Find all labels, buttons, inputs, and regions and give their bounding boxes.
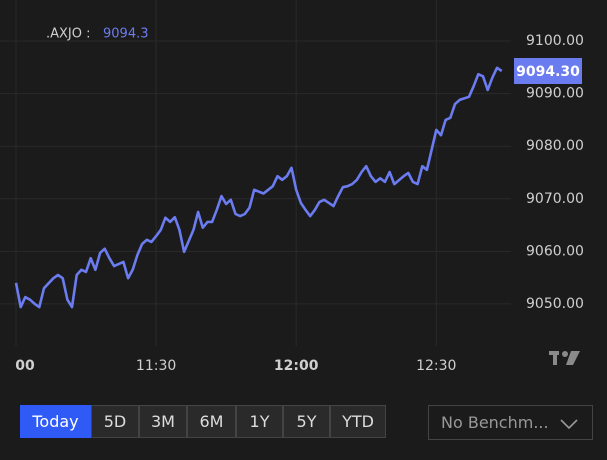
x-tick-label: 00 [15, 358, 35, 374]
chevron [560, 419, 578, 430]
chart: .AXJO : 9094.3 9050.00 9060.00 9070.00 9080… [0, 0, 584, 374]
y-tick-label: 9050.00 [526, 296, 584, 312]
x-tick-label: 12:30 [416, 358, 456, 374]
last-price-box [514, 58, 582, 85]
tv-logo [549, 351, 580, 365]
y-tick-label: 9080.00 [526, 138, 584, 154]
symbol: .AXJO : [46, 27, 91, 42]
y-tick-label: 9090.00 [526, 86, 584, 102]
y-tick-label: 9100.00 [526, 33, 584, 49]
range-button[interactable]: YTD [330, 405, 386, 438]
range-button[interactable]: 6M [187, 405, 236, 438]
y-tick-label: 9070.00 [526, 191, 584, 207]
range-button[interactable]: 5D [91, 405, 139, 438]
range-button[interactable]: Today [20, 405, 91, 438]
price-line [14, 66, 503, 309]
benchmark-select[interactable]: No Benchm... [428, 405, 593, 440]
header-price: 9094.3 [103, 27, 149, 42]
x-tick-label: 12:00 [274, 358, 319, 374]
x-tick-label: 11:30 [136, 358, 176, 374]
range-button[interactable]: 5Y [283, 405, 330, 438]
y-tick-label: 9060.00 [526, 243, 584, 259]
range-button[interactable]: 3M [139, 405, 187, 438]
last-price-label: 9094.30 [516, 64, 580, 80]
range-button[interactable]: 1Y [236, 405, 283, 438]
benchmark-text: No Benchm... [441, 413, 549, 432]
